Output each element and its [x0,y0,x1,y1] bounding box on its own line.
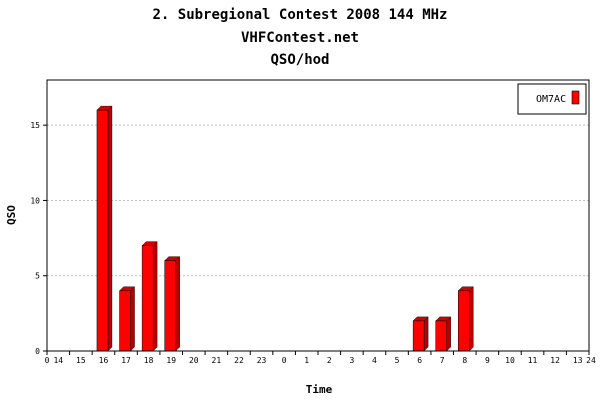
bar-side [107,105,113,352]
x-tick-label: 20 [189,356,199,365]
x-tick-label: 21 [212,356,222,365]
bar [141,241,158,352]
bar-side [423,316,429,352]
x-tick-label: 4 [372,356,377,365]
x-tick-label: 12 [550,356,560,365]
chart-title: 2. Subregional Contest 2008 144 MHz [152,7,447,23]
bar-front [412,320,425,352]
bar-side [469,286,474,352]
bar [457,286,474,352]
x-tick-label: 6 [417,356,422,365]
x-tick-label: 3 [349,356,354,365]
bar-front [164,260,176,352]
bar-front [458,290,470,352]
legend-label: OM7AC [536,94,566,105]
grid-lines [47,124,589,277]
y-tick-label: 15 [30,121,40,130]
bar [119,286,136,352]
x-tick-label: 14 [53,356,63,365]
bar-side [175,256,180,352]
x-axis-start-label: 0 [45,356,50,365]
x-tick-label: 18 [144,356,154,365]
bar-side [446,316,451,352]
legend: OM7AC [517,83,587,115]
y-axis-title: QSO [5,205,18,225]
x-tick-label: 15 [76,356,86,365]
y-tick-label: 10 [30,196,40,205]
y-tick-label: 0 [35,347,40,356]
x-tick-label: 2 [327,356,332,365]
y-tick-label: 5 [35,272,40,281]
x-tick-label: 13 [573,356,583,365]
x-axis-end-label: 24 [586,356,596,365]
bar-front [141,245,154,352]
bar [412,316,429,352]
bar-front [96,109,109,352]
x-tick-label: 8 [462,356,467,365]
x-tick-label: 16 [99,356,109,365]
x-tick-label: 10 [505,356,515,365]
legend-swatch [571,90,580,105]
bar-side [152,241,158,352]
x-tick-label: 22 [234,356,244,365]
x-tick-label: 9 [485,356,490,365]
bar-front [435,320,447,352]
bars [96,105,474,352]
bar-front [119,290,131,352]
bar-side [130,286,135,352]
chart-subtitle: VHFContest.net [241,30,359,46]
x-tick-label: 5 [395,356,400,365]
bar [435,316,452,352]
x-tick-label: 1 [304,356,309,365]
x-axis-title: Time [306,383,333,396]
x-tick-label: 23 [257,356,267,365]
x-tick-label: 17 [121,356,131,365]
x-tick-label: 7 [440,356,445,365]
x-tick-label: 11 [528,356,538,365]
x-tick-label: 19 [166,356,176,365]
bar [164,256,181,352]
x-tick-label: 0 [282,356,287,365]
bar [96,105,113,352]
chart-unit-title: QSO/hod [270,52,329,68]
